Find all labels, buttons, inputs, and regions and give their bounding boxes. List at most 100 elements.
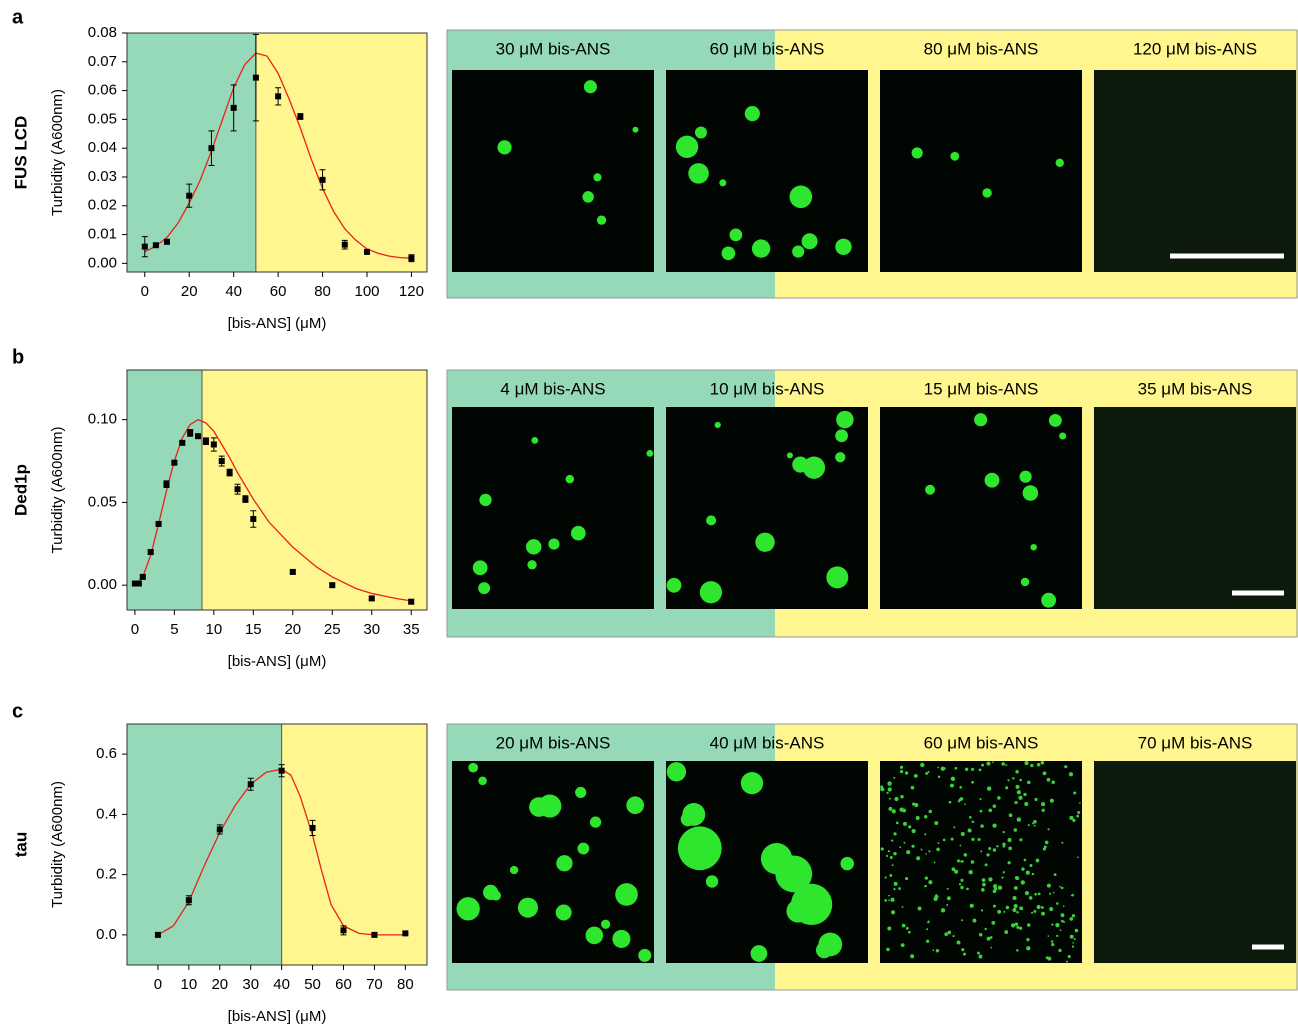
droplet: [1059, 886, 1061, 888]
droplet: [1005, 786, 1008, 789]
droplet: [584, 80, 597, 93]
x-tick-label: 120: [399, 283, 424, 300]
droplet: [893, 832, 896, 835]
y-tick-label: 0.07: [88, 53, 117, 70]
droplet: [925, 485, 935, 495]
droplet: [950, 784, 954, 788]
droplet: [880, 785, 883, 788]
droplet: [881, 847, 884, 850]
droplet: [925, 876, 928, 879]
y-tick-label: 0.10: [88, 411, 117, 428]
data-point: [408, 255, 414, 261]
droplet: [700, 581, 722, 603]
droplet: [889, 874, 892, 877]
droplet: [943, 839, 946, 842]
micrograph: [452, 70, 654, 272]
droplet: [957, 859, 960, 862]
y-tick-label: 0.00: [88, 254, 117, 271]
droplet: [902, 924, 906, 928]
droplet: [960, 797, 964, 801]
droplet: [1041, 761, 1044, 764]
droplet: [988, 808, 992, 812]
droplet: [1072, 942, 1074, 944]
droplet: [986, 853, 989, 856]
y-tick-label: 0.04: [88, 139, 117, 156]
x-tick-label: 60: [270, 283, 287, 300]
x-tick-label: 60: [335, 976, 352, 993]
droplet: [1030, 544, 1037, 551]
droplet: [1003, 911, 1005, 913]
droplet: [1017, 817, 1021, 821]
droplet: [926, 928, 928, 930]
droplet: [646, 450, 653, 457]
droplet: [1072, 945, 1074, 947]
droplet: [1069, 772, 1073, 776]
droplet: [891, 910, 895, 914]
droplet: [1041, 809, 1044, 812]
droplet: [1019, 927, 1022, 930]
droplet: [1056, 935, 1058, 937]
droplet: [911, 845, 914, 848]
droplet: [977, 952, 980, 955]
droplet: [1038, 892, 1041, 895]
data-point: [155, 932, 161, 938]
row-label: Ded1p: [11, 464, 30, 516]
droplet: [1070, 935, 1074, 939]
droplet: [1046, 956, 1049, 959]
droplet: [1056, 159, 1064, 167]
droplet: [491, 890, 501, 900]
droplet: [818, 933, 842, 957]
data-point: [163, 481, 169, 487]
droplet: [835, 239, 851, 255]
image-label: 20 μM bis-ANS: [496, 733, 611, 752]
droplet: [792, 245, 804, 257]
droplet: [1021, 578, 1029, 586]
droplet: [971, 838, 974, 841]
droplet: [971, 781, 974, 784]
droplet: [1004, 930, 1008, 934]
droplet: [964, 853, 968, 857]
droplet: [1047, 935, 1049, 937]
data-point: [156, 521, 162, 527]
droplet: [890, 898, 894, 902]
droplet: [1016, 949, 1018, 951]
droplet: [920, 763, 924, 767]
droplet: [1033, 910, 1036, 913]
droplet: [960, 861, 962, 863]
data-point: [310, 825, 316, 831]
droplet: [924, 886, 926, 888]
y-tick-label: 0.06: [88, 82, 117, 99]
droplet: [997, 910, 1001, 914]
droplet: [719, 179, 726, 186]
x-axis-label: [bis-ANS] (μM): [228, 315, 327, 332]
droplet: [925, 853, 927, 855]
droplet: [1051, 940, 1053, 942]
droplet: [775, 856, 812, 893]
droplet: [926, 940, 929, 943]
droplet: [906, 850, 910, 854]
droplet: [900, 795, 903, 798]
droplet: [597, 216, 606, 225]
droplet: [1008, 847, 1012, 851]
y-axis-label: Turbidity (A600nm): [49, 781, 66, 908]
x-tick-label: 10: [205, 621, 222, 638]
droplet: [1014, 904, 1018, 908]
droplet: [958, 800, 960, 802]
droplet: [905, 771, 908, 774]
droplet: [978, 838, 981, 841]
droplet: [1049, 893, 1051, 895]
micrograph: [1094, 70, 1296, 272]
droplet: [960, 845, 962, 847]
droplet: [992, 824, 996, 828]
droplet: [1060, 929, 1062, 931]
droplet: [835, 429, 848, 442]
droplet: [722, 246, 736, 260]
droplet: [906, 927, 909, 930]
droplet: [526, 539, 541, 554]
data-point: [231, 105, 237, 111]
droplet: [478, 777, 487, 786]
droplet: [884, 899, 887, 902]
droplet: [755, 533, 774, 552]
droplet: [993, 905, 996, 908]
droplet: [1008, 838, 1012, 842]
